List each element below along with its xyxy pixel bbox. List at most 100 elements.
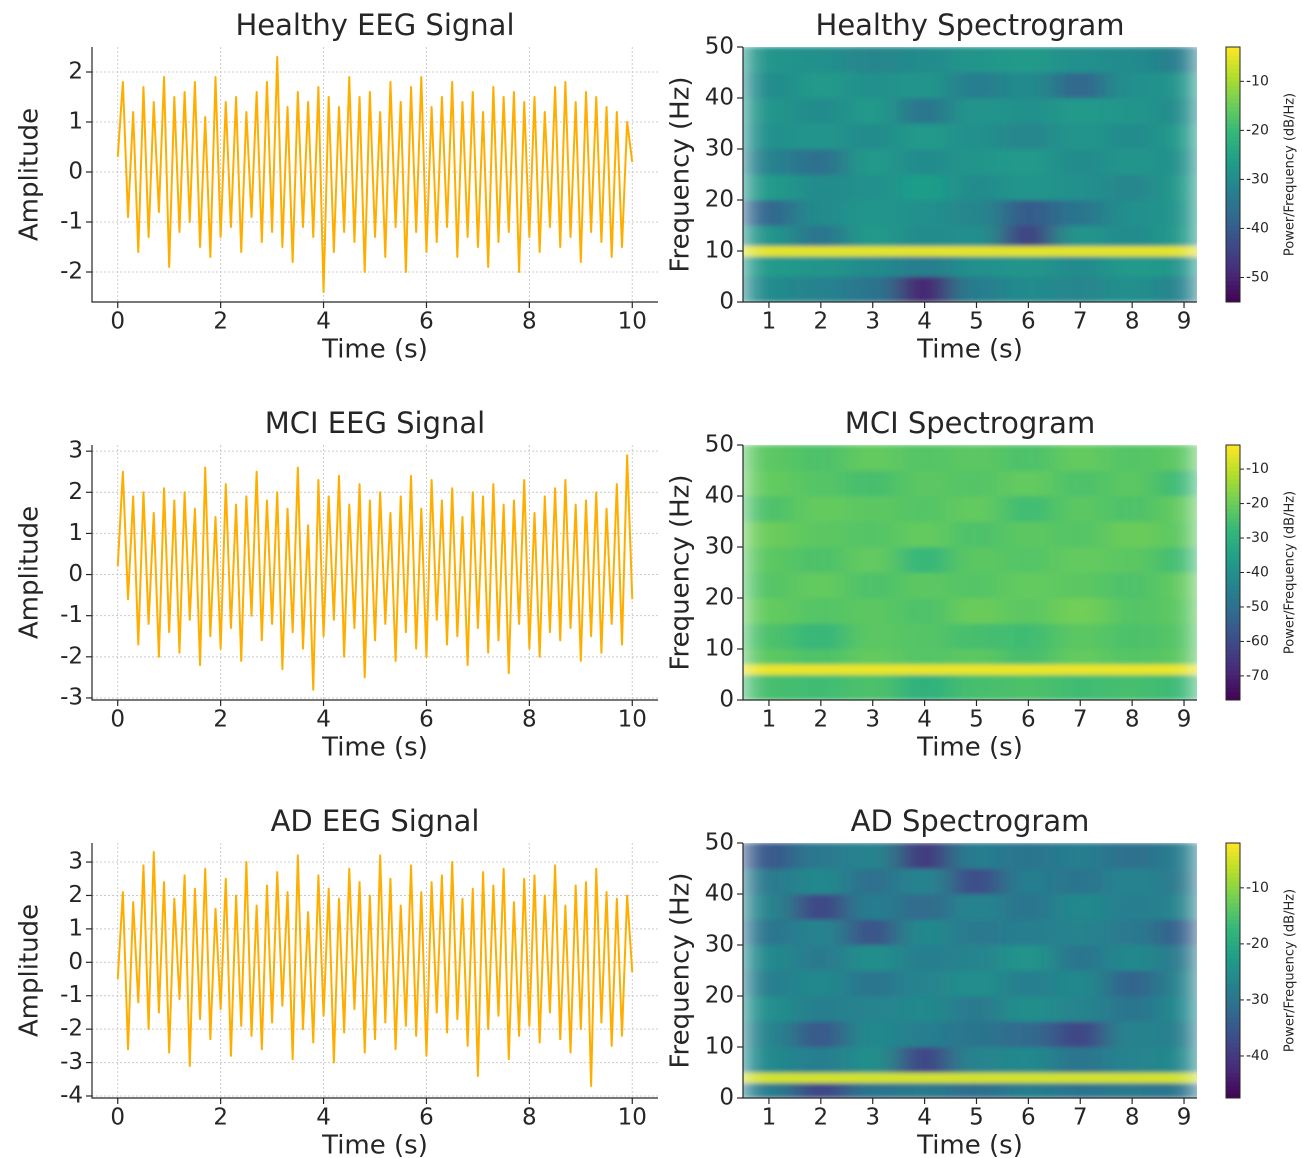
colorbar-step [1226,970,1240,976]
colorbar-step [1226,911,1240,916]
heatmap-cell [1001,255,1055,277]
colorbar-step [1226,1072,1240,1078]
heatmap-cell [794,944,848,971]
heatmap-cell [1053,225,1107,247]
heatmap-cell [1053,995,1107,1022]
colorbar-step [1226,208,1240,214]
colorbar-step [1226,144,1240,150]
colorbar-step [1226,132,1240,137]
x-tick-label: 5 [969,707,984,733]
colorbar-step [1226,1081,1240,1086]
heatmap-cell [950,123,1003,150]
heatmap-cell [1105,174,1159,201]
heatmap-cell [846,521,900,548]
colorbar-step [1226,559,1240,565]
y-tick-label: 10 [705,238,734,264]
heatmap-cell [743,1072,796,1083]
colorbar-step [1226,987,1240,993]
colorbar-step [1226,149,1240,154]
colorbar-step [1226,263,1240,269]
heatmap-cell [846,445,900,471]
y-tick-label: 30 [705,534,734,560]
colorbar-step [1226,551,1240,556]
heatmap-cell [1105,47,1159,73]
y-tick-label: 1 [68,109,83,135]
colorbar-step [1226,568,1240,573]
heatmap-cell [846,572,900,599]
heatmap-cell [846,245,900,257]
heatmap-cell [794,148,848,175]
colorbar-step [1226,695,1240,701]
heatmap-cell [846,148,900,175]
heatmap-cell [1053,495,1107,522]
colorbar-step [1226,123,1240,129]
heatmap-cell [743,97,796,124]
colorbar-step [1226,1064,1240,1069]
heatmap-cell [898,546,952,573]
y-axis-label: Amplitude [15,108,45,241]
colorbar-step [1226,289,1240,294]
heatmap-cell [898,72,952,99]
y-tick-label: -3 [60,684,83,710]
colorbar-step [1226,983,1240,988]
x-tick-label: 3 [865,1105,880,1131]
heatmap-cell [898,225,952,247]
colorbar-step [1226,195,1240,201]
colorbar-step [1226,453,1240,459]
colorbar-step [1226,119,1240,124]
heatmap-cell [794,546,848,573]
heatmap-cell [950,97,1003,124]
colorbar-step [1226,225,1240,231]
y-tick-label: 20 [705,187,734,213]
heatmap-cell [1053,944,1107,971]
heatmap-cell [846,868,900,895]
colorbar-step [1226,487,1240,493]
heatmap-cell [898,1021,952,1048]
colorbar-step [1226,534,1240,539]
heatmap-cell [1001,1072,1055,1083]
colorbar-step [1226,491,1240,497]
colorbar-label: Power/Frequency (dB/Hz) [1283,93,1298,256]
heatmap-cell [794,1046,848,1073]
colorbar-step [1226,894,1240,899]
colorbar-tick-label: -20 [1246,122,1269,138]
heatmap-cell [1053,674,1107,700]
heatmap-cell [1001,546,1055,573]
colorbar-step [1226,474,1240,480]
heatmap-cell [950,597,1003,624]
heatmap-cell [1105,995,1159,1022]
colorbar-step [1226,966,1240,971]
heatmap-cell [743,868,796,895]
heatmap-cell [1001,944,1055,971]
colorbar-step [1226,644,1240,650]
heatmap-cell [950,225,1003,247]
heatmap-cell [743,648,796,665]
colorbar-step [1226,115,1240,120]
heatmap-cell [794,1082,848,1098]
heatmap-cell [743,843,796,869]
heatmap-cell [1157,1082,1197,1098]
colorbar-step [1226,855,1240,861]
heatmap-cell [1157,123,1197,150]
heatmap-cell [1053,597,1107,624]
heatmap-cell [743,572,796,599]
heatmap-cell [950,664,1003,675]
heatmap-cell [743,995,796,1022]
y-tick-label: -2 [60,643,83,669]
heatmap-cell [950,572,1003,599]
y-tick-label: 50 [705,432,734,458]
heatmap-cell [743,72,796,99]
colorbar-step [1226,572,1240,578]
heatmap-cell [743,199,796,226]
x-tick-label: 9 [1177,309,1192,335]
heatmap-cell [743,893,796,920]
heatmap-cell [846,995,900,1022]
heatmap-cell [898,1072,952,1083]
colorbar-step [1226,564,1240,569]
heatmap-cell [846,495,900,522]
heatmap-cell [846,199,900,226]
heatmap-cell [1001,123,1055,150]
x-axis-label: Time (s) [321,335,428,365]
heatmap-cell [1157,868,1197,895]
heatmap-cell [1157,47,1197,73]
